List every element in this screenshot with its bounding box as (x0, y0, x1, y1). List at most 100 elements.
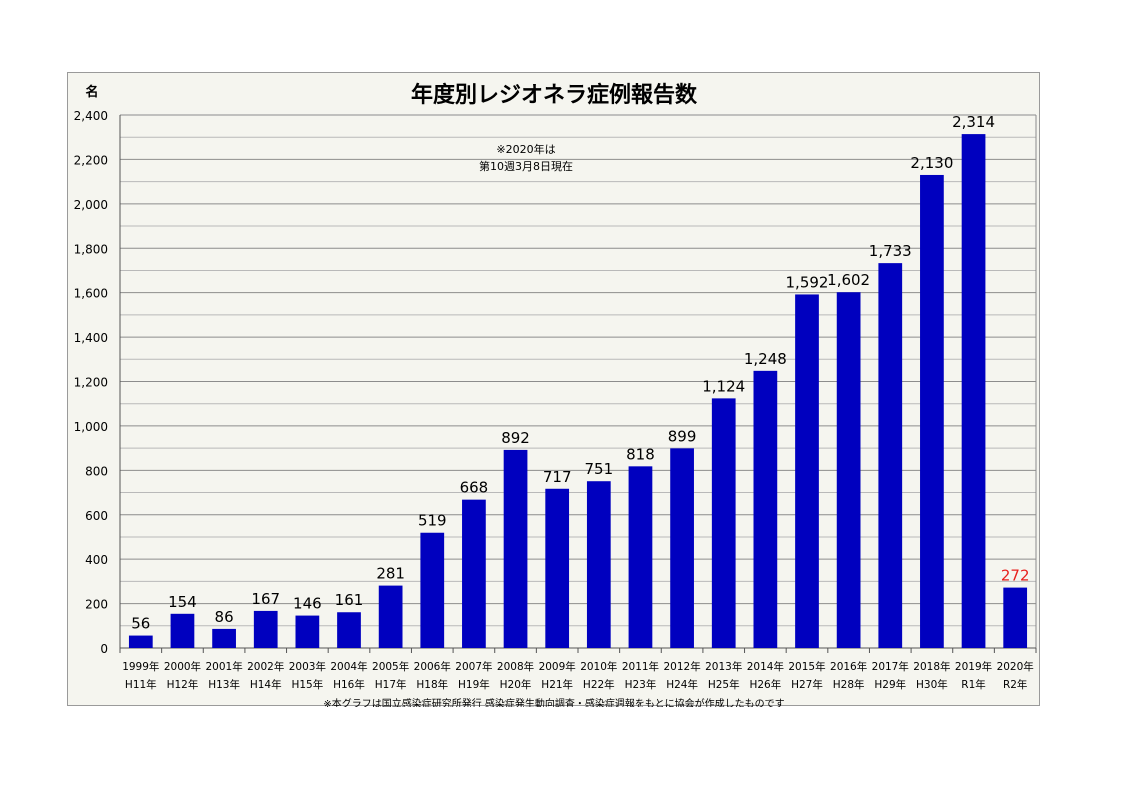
x-tick-label: 2007年 (455, 660, 492, 673)
data-label: 818 (626, 445, 655, 463)
x-tick-label: H25年 (708, 678, 740, 691)
bar (711, 398, 736, 648)
data-label: 167 (251, 590, 280, 608)
x-tick-label: 2016年 (830, 660, 867, 673)
x-tick-label: H18年 (416, 678, 448, 691)
y-axis-label: 名 (85, 84, 98, 100)
x-tick-label: 2014年 (747, 660, 784, 673)
bar (836, 292, 861, 648)
x-axis-labels: 1999年 H11年 2000年 H12年 2001年 H13年 2002年 H14年 2003… (122, 660, 1034, 691)
x-tick-label: 2010年 (580, 660, 617, 673)
bar (253, 610, 278, 648)
x-tick-label: 2001年 (205, 660, 242, 673)
x-tick-label: 2000年 (164, 660, 201, 673)
x-tick-label: H21年 (541, 678, 573, 691)
bar (586, 481, 611, 648)
x-tick-label: 2002年 (247, 660, 284, 673)
x-tick-label: H20年 (500, 678, 532, 691)
data-label: 1,733 (869, 242, 912, 260)
x-tick-label: H14年 (250, 678, 282, 691)
x-tick-label: 2011年 (622, 660, 659, 673)
bar (170, 613, 195, 648)
bar (795, 294, 819, 648)
bar (878, 263, 903, 648)
chart-frame: 年度別レジオネラ症例報告数 名 0 200 400 600 800 1,000 1,200 1… (67, 72, 1040, 707)
data-label: 2,130 (910, 154, 953, 172)
bar-chart: 年度別レジオネラ症例報告数 名 0 200 400 600 800 1,000 1,200 1… (74, 82, 1037, 707)
bar (1003, 587, 1028, 648)
data-label: 56 (131, 615, 150, 633)
data-label: 1,602 (827, 271, 870, 289)
x-tick-label: H13年 (208, 678, 240, 691)
x-tick-label: H26年 (749, 678, 781, 691)
bar (378, 585, 403, 648)
x-tick-label: H27年 (791, 678, 823, 691)
y-tick-label: 1,600 (74, 287, 108, 301)
y-tick-label: 200 (85, 598, 108, 612)
x-tick-label: H19年 (458, 678, 490, 691)
chart-title: 年度別レジオネラ症例報告数 (411, 82, 698, 108)
y-tick-label: 2,400 (74, 109, 108, 123)
x-tick-label: H11年 (125, 678, 157, 691)
x-tick-label: H15年 (291, 678, 323, 691)
x-tick-label: H23年 (625, 678, 657, 691)
value-labels: 56 154 86 167 146 161 281 519 668 892 717 751 818 899… (131, 113, 1029, 632)
data-label: 146 (293, 595, 322, 613)
x-tick-label: 2018年 (913, 660, 950, 673)
x-tick-label: 2020年 (997, 660, 1034, 673)
bar (128, 635, 153, 648)
bar (420, 532, 445, 648)
x-tick-label: H16年 (333, 678, 365, 691)
bar (753, 370, 778, 648)
x-tick-label: H22年 (583, 678, 615, 691)
data-label: 1,124 (702, 377, 745, 395)
data-label: 892 (501, 429, 530, 447)
x-tick-label: R1年 (961, 678, 985, 691)
bar (920, 174, 944, 648)
x-tick-label: 2013年 (705, 660, 742, 673)
x-tick-label: 2006年 (414, 660, 451, 673)
data-label: 751 (584, 460, 613, 478)
annotation-line-1: ※2020年は (496, 142, 555, 156)
x-tick-label: 2019年 (955, 660, 992, 673)
data-label: 668 (460, 479, 489, 497)
x-tick-label: H28年 (833, 678, 865, 691)
y-tick-label: 0 (100, 642, 108, 656)
data-label: 2,314 (952, 113, 995, 131)
bar (545, 488, 570, 648)
x-tick-label: H29年 (874, 678, 906, 691)
annotation-line-2: 第10週3月8日現在 (479, 159, 573, 173)
y-tick-label: 400 (85, 553, 108, 567)
data-label: 272 (1001, 567, 1030, 585)
data-label: 1,592 (786, 273, 829, 291)
bar (337, 612, 361, 648)
x-tick-label: 1999年 (122, 660, 159, 673)
x-tick-label: R2年 (1003, 678, 1027, 691)
bar (503, 449, 528, 648)
x-tick-label: 2012年 (663, 660, 700, 673)
y-tick-label: 600 (85, 509, 108, 523)
bar (670, 448, 694, 648)
y-tick-label: 2,200 (74, 153, 108, 167)
x-tick-label: 2017年 (872, 660, 909, 673)
x-tick-label: 2004年 (330, 660, 367, 673)
y-tick-label: 1,000 (74, 420, 108, 434)
y-tick-label: 2,000 (74, 198, 108, 212)
data-label: 281 (376, 565, 405, 583)
data-label: 899 (668, 427, 697, 445)
y-tick-label: 1,400 (74, 331, 108, 345)
y-tick-label: 1,200 (74, 376, 108, 390)
data-label: 717 (543, 468, 572, 486)
y-tick-label: 1,800 (74, 242, 108, 256)
bar (961, 134, 986, 648)
x-tick-label: H30年 (916, 678, 948, 691)
x-tick-label: 2005年 (372, 660, 409, 673)
x-tick-label: H12年 (167, 678, 199, 691)
data-label: 161 (335, 591, 364, 609)
bar (212, 628, 236, 648)
data-label: 86 (215, 608, 234, 626)
bar (628, 466, 653, 648)
x-tick-label: 2008年 (497, 660, 534, 673)
x-tick-label: 2009年 (539, 660, 576, 673)
x-tick-label: 2003年 (289, 660, 326, 673)
